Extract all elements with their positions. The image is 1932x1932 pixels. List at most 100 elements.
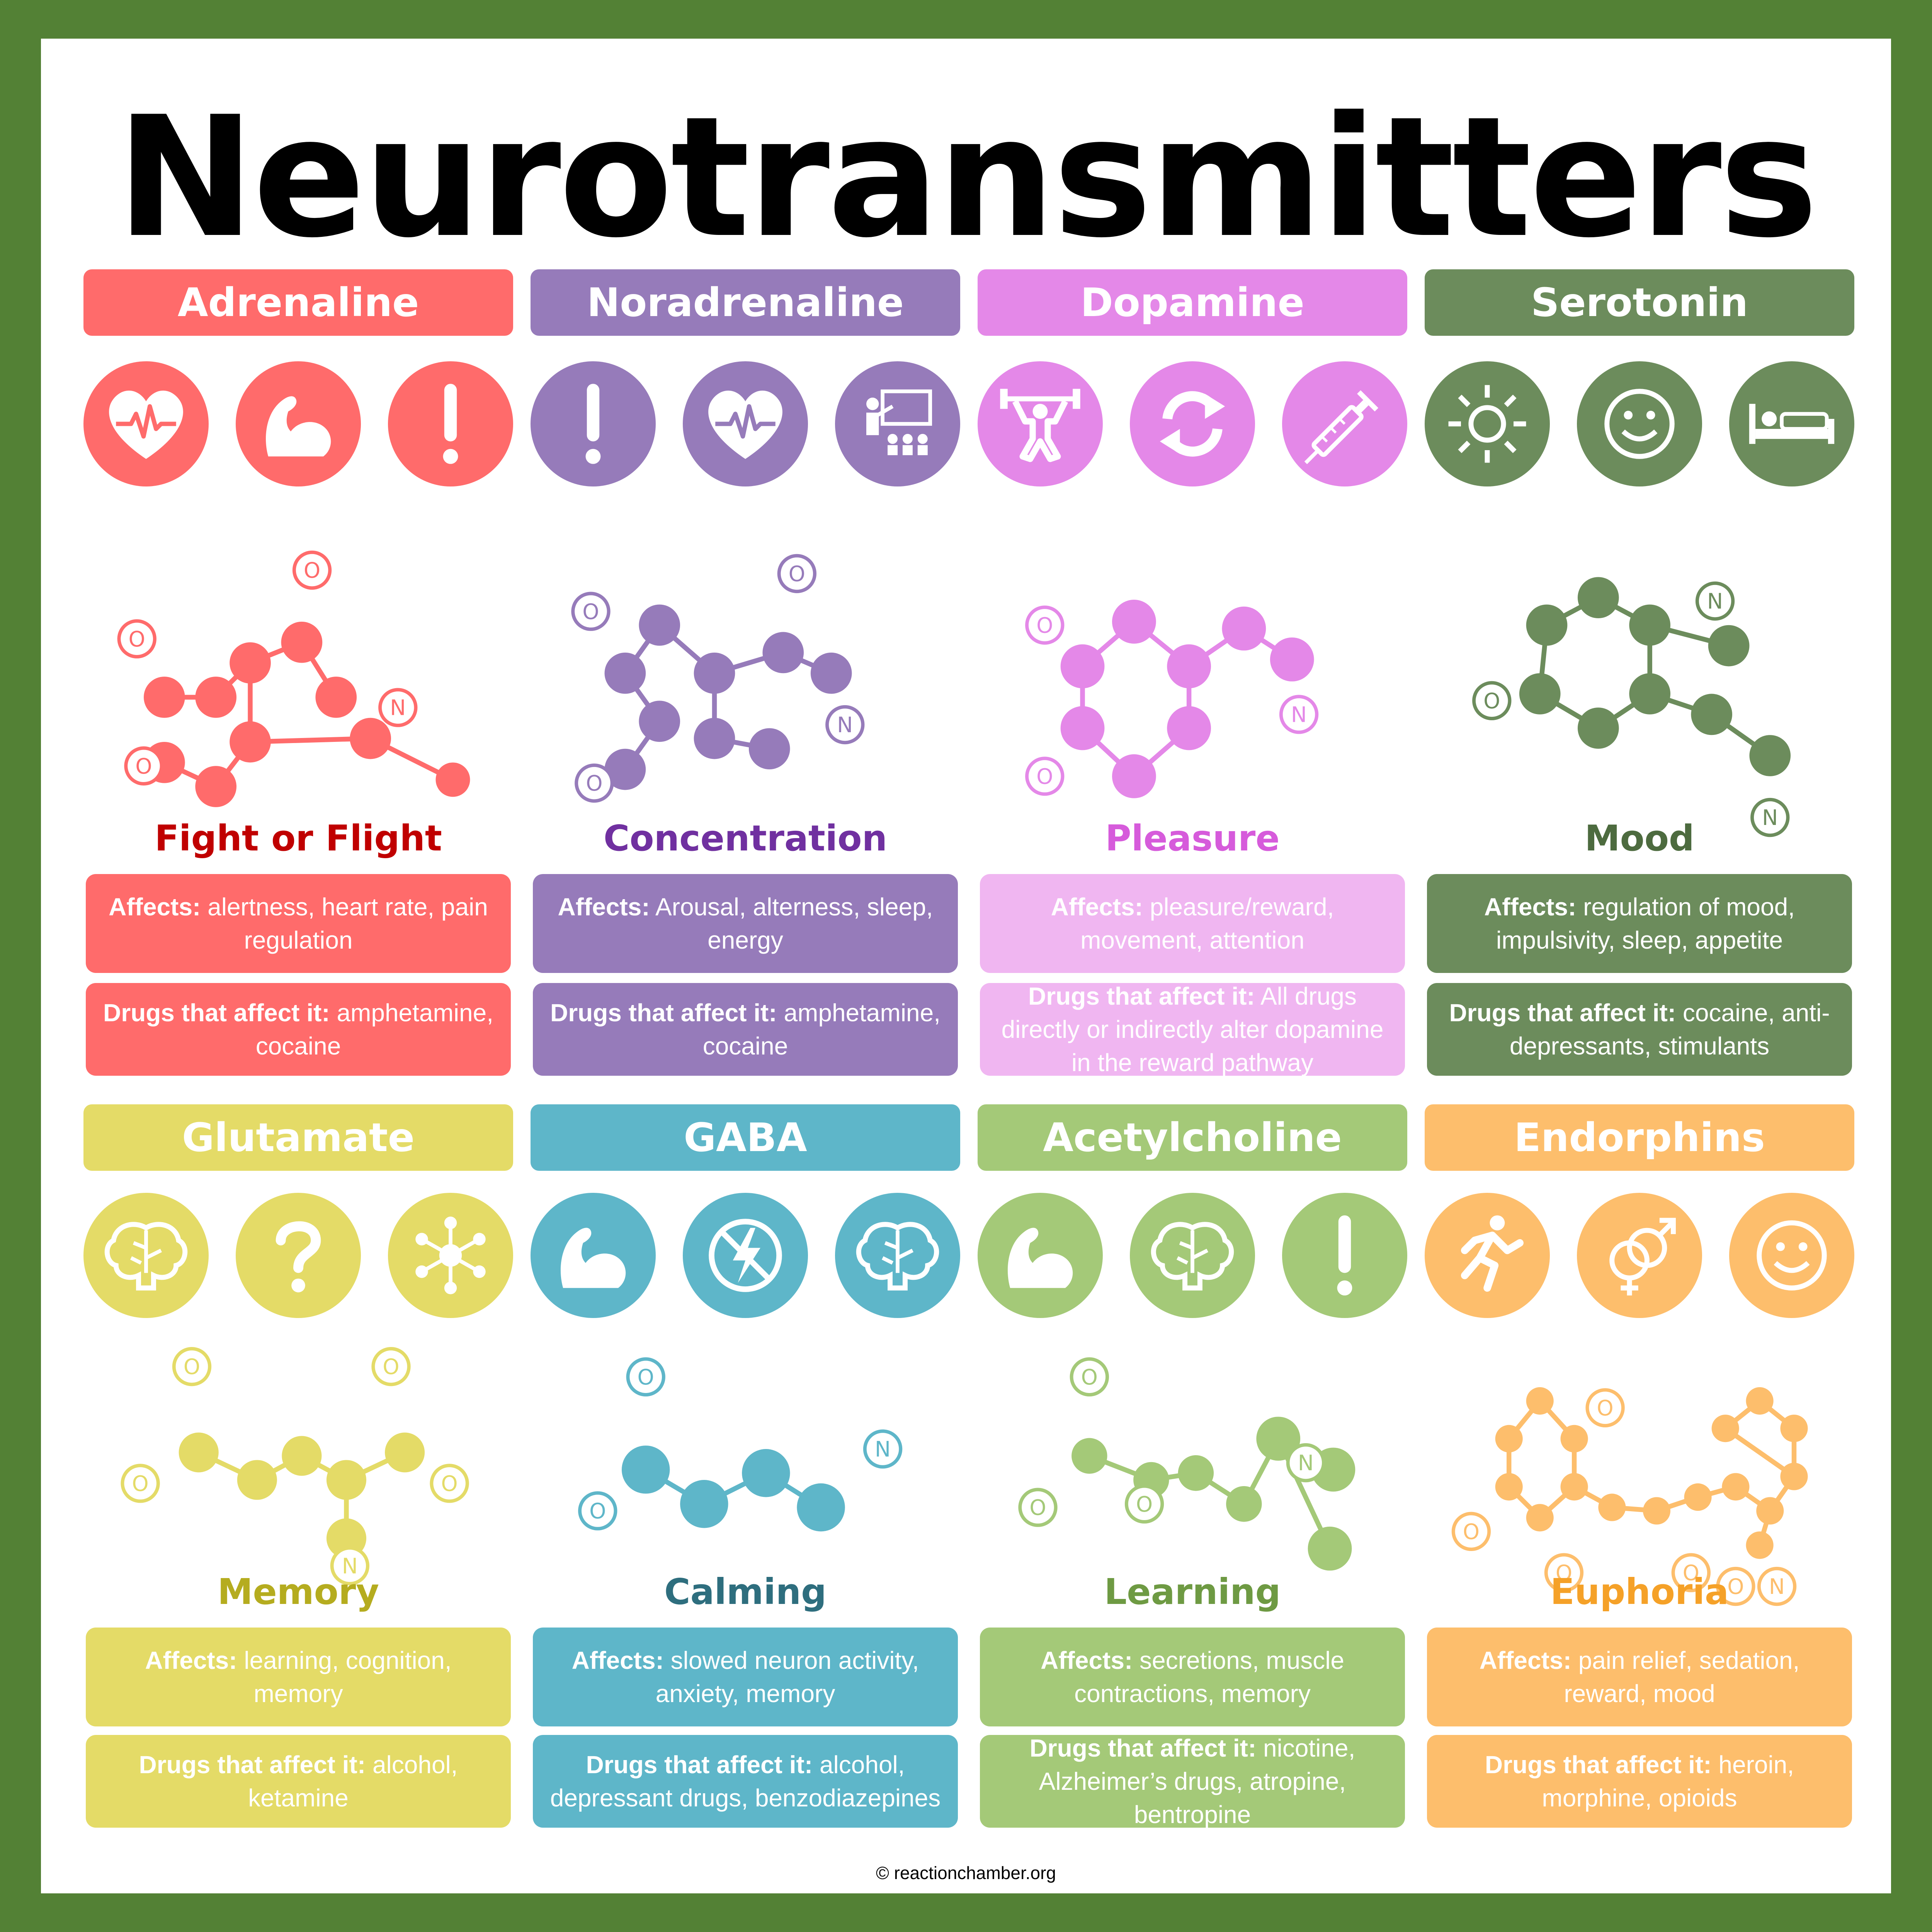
svg-text:O: O bbox=[132, 1471, 148, 1496]
svg-text:O: O bbox=[1683, 1561, 1699, 1585]
svg-text:O: O bbox=[129, 627, 145, 651]
endorphins-role-title: Euphoria bbox=[1550, 1571, 1729, 1612]
svg-text:N: N bbox=[875, 1437, 891, 1462]
runner-icon bbox=[1425, 1193, 1550, 1318]
affects-label: Affects: bbox=[571, 1646, 664, 1674]
acetylcholine-affects-box: Affects: secretions, muscle contractions… bbox=[980, 1628, 1405, 1726]
noradrenaline-role-title: Concentration bbox=[603, 818, 888, 859]
heart-rate-icon bbox=[683, 361, 808, 486]
dopamine-molecule-diagram: O O N bbox=[978, 495, 1407, 804]
svg-text:O: O bbox=[383, 1354, 399, 1379]
drugs-label: Drugs that affect it: bbox=[1029, 1734, 1257, 1762]
drugs-label: Drugs that affect it: bbox=[1028, 982, 1255, 1010]
brain-icon bbox=[1130, 1193, 1255, 1318]
affects-label: Affects: bbox=[109, 893, 201, 921]
svg-text:O: O bbox=[1036, 764, 1053, 789]
svg-text:O: O bbox=[1556, 1561, 1572, 1585]
endorphins-name-header: Endorphins bbox=[1425, 1104, 1854, 1171]
adrenaline-affects-box: Affects: alertness, heart rate, pain reg… bbox=[86, 874, 511, 973]
svg-text:O: O bbox=[1463, 1519, 1480, 1544]
svg-text:O: O bbox=[1136, 1492, 1153, 1517]
drugs-label: Drugs that affect it: bbox=[139, 1751, 366, 1779]
acetylcholine-drugs-box: Drugs that affect it: nicotine, Alzheime… bbox=[980, 1734, 1405, 1828]
serotonin-drugs-box: Drugs that affect it: cocaine, anti-depr… bbox=[1427, 983, 1852, 1076]
dopamine-drugs-box: Drugs that affect it: All drugs directly… bbox=[980, 982, 1405, 1077]
gaba-drugs-box: Drugs that affect it: alcohol, depressan… bbox=[533, 1735, 958, 1828]
drugs-text: heroin, morphine, opioids bbox=[1542, 1751, 1794, 1812]
serotonin-affects-box: Affects: regulation of mood, impulsivity… bbox=[1427, 874, 1852, 973]
svg-text:N: N bbox=[1291, 702, 1307, 727]
affects-label: Affects: bbox=[145, 1646, 237, 1674]
flexed-arm-icon bbox=[531, 1193, 656, 1318]
gaba-molecule-diagram: O O N bbox=[531, 1325, 960, 1634]
exclamation-icon bbox=[1282, 1193, 1407, 1318]
drugs-text: alcohol, ketamine bbox=[248, 1751, 458, 1812]
affects-text: regulation of mood, impulsivity, sleep, … bbox=[1496, 893, 1795, 954]
svg-text:N: N bbox=[390, 696, 406, 720]
endorphins-drugs-box: Drugs that affect it: heroin, morphine, … bbox=[1427, 1735, 1852, 1828]
drugs-text: amphetamine, cocaine bbox=[255, 999, 494, 1060]
sun-icon bbox=[1425, 361, 1550, 486]
brain-icon bbox=[835, 1193, 960, 1318]
drugs-label: Drugs that affect it: bbox=[550, 999, 777, 1027]
svg-text:O: O bbox=[184, 1354, 200, 1379]
drugs-text: alcohol, depressant drugs, benzodiazepin… bbox=[550, 1751, 941, 1812]
svg-text:O: O bbox=[1483, 689, 1500, 713]
drugs-text: amphetamine, cocaine bbox=[702, 999, 941, 1060]
gaba-role-title: Calming bbox=[664, 1571, 827, 1612]
heart-rate-icon bbox=[83, 361, 209, 486]
endorphins-affects-box: Affects: pain relief, sedation, reward, … bbox=[1427, 1628, 1852, 1726]
glutamate-name-header: Glutamate bbox=[83, 1104, 513, 1171]
brain-icon bbox=[83, 1193, 209, 1318]
flexed-arm-icon bbox=[978, 1193, 1103, 1318]
dopamine-affects-box: Affects: pleasure/reward, movement, atte… bbox=[980, 874, 1405, 973]
drugs-label: Drugs that affect it: bbox=[103, 999, 330, 1027]
affects-text: alertness, heart rate, pain regulation bbox=[207, 893, 488, 954]
svg-text:N: N bbox=[1762, 805, 1778, 830]
svg-text:O: O bbox=[582, 599, 599, 624]
serotonin-molecule-diagram: N O N bbox=[1425, 495, 1854, 837]
smiley-icon bbox=[1577, 361, 1702, 486]
adrenaline-drugs-box: Drugs that affect it: amphetamine, cocai… bbox=[86, 983, 511, 1076]
noradrenaline-name-header: Noradrenaline bbox=[531, 269, 960, 336]
serotonin-role-title: Mood bbox=[1585, 818, 1694, 859]
exclamation-icon bbox=[531, 361, 656, 486]
gaba-name-header: GABA bbox=[531, 1104, 960, 1171]
drugs-label: Drugs that affect it: bbox=[1449, 999, 1676, 1027]
teacher-icon bbox=[835, 361, 960, 486]
svg-text:O: O bbox=[1036, 613, 1053, 638]
svg-text:N: N bbox=[1298, 1451, 1314, 1475]
noradrenaline-drugs-box: Drugs that affect it: amphetamine, cocai… bbox=[533, 983, 958, 1076]
affects-label: Affects: bbox=[558, 893, 650, 921]
smiley-icon bbox=[1729, 1193, 1854, 1318]
drugs-label: Drugs that affect it: bbox=[586, 1751, 813, 1779]
page-title: Neurotransmitters bbox=[116, 81, 1818, 274]
serotonin-name-header: Serotonin bbox=[1425, 269, 1854, 336]
glutamate-drugs-box: Drugs that affect it: alcohol, ketamine bbox=[86, 1735, 511, 1828]
affects-text: slowed neuron activity, anxiety, memory bbox=[655, 1646, 919, 1708]
acetylcholine-name-header: Acetylcholine bbox=[978, 1104, 1407, 1171]
glutamate-role-title: Memory bbox=[217, 1571, 379, 1612]
svg-text:O: O bbox=[1081, 1365, 1098, 1389]
network-icon bbox=[388, 1193, 513, 1318]
drugs-text: All drugs directly or indirectly alter d… bbox=[1001, 982, 1384, 1077]
gaba-affects-box: Affects: slowed neuron activity, anxiety… bbox=[533, 1628, 958, 1726]
svg-text:O: O bbox=[586, 771, 602, 796]
acetylcholine-molecule-diagram: O O O N bbox=[978, 1325, 1407, 1634]
flexed-arm-icon bbox=[236, 361, 361, 486]
drugs-text: nicotine, Alzheimer’s drugs, atropine, b… bbox=[1039, 1734, 1355, 1828]
svg-text:O: O bbox=[441, 1471, 457, 1496]
bed-icon bbox=[1729, 361, 1854, 486]
affects-text: Arousal, alterness, sleep, energy bbox=[655, 893, 933, 954]
affects-label: Affects: bbox=[1479, 1646, 1571, 1674]
refresh-icon bbox=[1130, 361, 1255, 486]
svg-text:O: O bbox=[789, 561, 805, 586]
svg-text:O: O bbox=[1597, 1396, 1613, 1420]
svg-text:N: N bbox=[342, 1554, 358, 1578]
glutamate-affects-box: Affects: learning, cognition, memory bbox=[86, 1628, 511, 1726]
noradrenaline-affects-box: Affects: Arousal, alterness, sleep, ener… bbox=[533, 874, 958, 973]
no-lightning-icon bbox=[683, 1193, 808, 1318]
drugs-label: Drugs that affect it: bbox=[1485, 1751, 1712, 1779]
svg-text:O: O bbox=[304, 558, 320, 583]
